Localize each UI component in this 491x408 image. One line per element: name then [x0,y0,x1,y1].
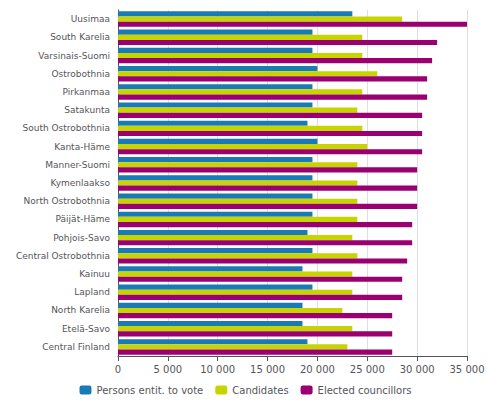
svg-text:Candidates: Candidates [232,385,288,396]
svg-text:Persons entit. to vote: Persons entit. to vote [96,385,203,396]
svg-text:5 000: 5 000 [154,364,183,375]
svg-text:Satakunta: Satakunta [64,105,110,115]
svg-text:Lapland: Lapland [74,287,110,297]
svg-text:10 000: 10 000 [200,364,235,375]
svg-text:North Ostrobothnia: North Ostrobothnia [23,196,110,206]
svg-text:Kanta-Häme: Kanta-Häme [54,142,110,152]
svg-text:Kymenlaakso: Kymenlaakso [50,178,110,188]
svg-text:Etelä-Savo: Etelä-Savo [62,324,111,334]
svg-text:25 000: 25 000 [350,364,385,375]
svg-text:Varsinais-Suomi: Varsinais-Suomi [38,51,110,61]
svg-text:Elected councillors: Elected councillors [318,385,412,396]
svg-text:15 000: 15 000 [250,364,285,375]
svg-text:0: 0 [115,364,121,375]
svg-text:Ostrobothnia: Ostrobothnia [52,69,110,79]
svg-text:South Ostrobothnia: South Ostrobothnia [23,123,111,133]
svg-text:20 000: 20 000 [300,364,335,375]
svg-text:Pohjois-Savo: Pohjois-Savo [53,233,110,243]
svg-text:Manner-Suomi: Manner-Suomi [45,160,110,170]
svg-text:Kainuu: Kainuu [79,269,110,279]
svg-text:Päijät-Häme: Päijät-Häme [56,214,111,224]
svg-text:35 000: 35 000 [450,364,485,375]
svg-text:South Karelia: South Karelia [50,32,110,42]
svg-text:30 000: 30 000 [400,364,435,375]
svg-text:Central Ostrobothnia: Central Ostrobothnia [16,251,110,261]
svg-text:Pirkanmaa: Pirkanmaa [62,87,110,97]
svg-text:North Karelia: North Karelia [51,305,110,315]
svg-text:Uusimaa: Uusimaa [71,14,110,24]
svg-text:Central Finland: Central Finland [42,342,110,352]
